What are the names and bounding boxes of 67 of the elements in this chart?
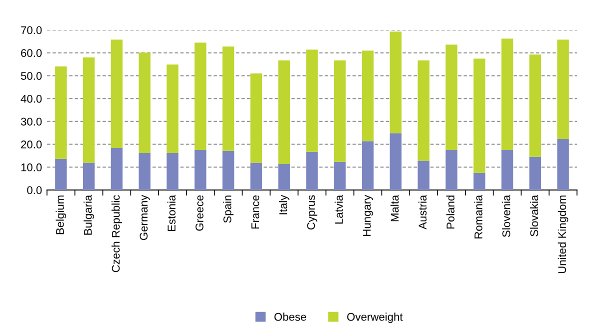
x-tick-label: United Kingdom [558, 196, 568, 274]
bar [138, 52, 150, 153]
x-tick-label: Spain [223, 196, 234, 223]
bar [82, 57, 95, 163]
x-tick-label: Estonia [167, 194, 176, 232]
bar [446, 150, 458, 190]
x-tick-label: Hungary [363, 194, 373, 236]
bar [390, 133, 402, 190]
bar [557, 40, 569, 140]
bar [362, 141, 374, 190]
y-tick-label: 60.0 [21, 49, 42, 57]
bar [529, 156, 542, 190]
x-tick-label: Germany [140, 194, 150, 240]
x-tick-label: Slovenia [502, 194, 510, 237]
y-tick-label: 10.0 [21, 163, 42, 172]
bar [362, 50, 374, 142]
bar [418, 60, 430, 161]
y-tick-label: 40.0 [20, 94, 42, 103]
x-tick-label: Czech Republic [112, 195, 122, 272]
bar [557, 139, 569, 190]
bar [166, 152, 178, 190]
bar [501, 38, 514, 150]
bar [390, 32, 402, 134]
bar [418, 160, 430, 190]
bar [334, 162, 346, 190]
bar [334, 60, 346, 162]
y-tick-label: 50.0 [20, 72, 42, 80]
x-tick-label: Slovakia [530, 194, 538, 236]
legend-label: Obese [274, 312, 306, 321]
bar [306, 50, 318, 152]
bar [278, 164, 290, 190]
x-tick-label: France [251, 195, 260, 229]
x-tick-label: Austria [418, 194, 427, 230]
bar [222, 150, 234, 190]
bar [110, 148, 123, 190]
x-tick-label: Malta [390, 194, 399, 222]
y-tick-label: 70.0 [21, 26, 42, 34]
bar [82, 162, 95, 190]
bar [250, 162, 262, 190]
bar [166, 64, 178, 153]
bar [529, 54, 542, 157]
y-tick-label: 20.0 [21, 140, 42, 148]
x-tick-label: Greece [196, 195, 204, 231]
x-tick-label: Bulgaria [84, 194, 94, 235]
bar [222, 46, 234, 151]
bar [194, 150, 206, 190]
y-tick-label: 0.0 [27, 186, 42, 194]
x-tick-label: Latvia [334, 194, 343, 224]
bar [306, 152, 318, 190]
x-tick-label: Poland [446, 196, 454, 229]
legend-label: Overweight [347, 312, 403, 323]
bar [250, 73, 262, 163]
bar [110, 40, 123, 148]
bar [138, 152, 150, 190]
bar [474, 58, 486, 173]
bar [474, 172, 486, 190]
bar [278, 60, 290, 164]
bar [55, 66, 67, 159]
x-tick-label: Cyprus [307, 195, 318, 230]
bar [446, 44, 458, 150]
y-tick-label: 30.0 [20, 118, 42, 126]
bar [501, 150, 514, 190]
bar [55, 158, 67, 190]
x-tick-label: Italy [278, 194, 290, 214]
x-tick-label: Romania [474, 194, 482, 238]
x-tick-label: Belgium [56, 196, 66, 234]
bar [194, 42, 206, 150]
